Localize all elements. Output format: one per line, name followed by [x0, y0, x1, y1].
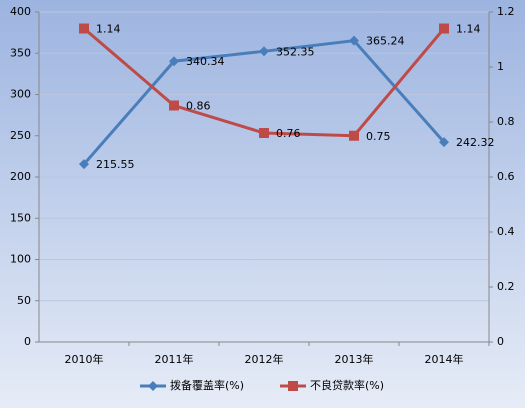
data-label: 352.35 [276, 45, 315, 58]
point [79, 159, 89, 170]
y2-tick-label: 0.6 [497, 170, 515, 183]
legend-marker [288, 381, 298, 391]
x-tick-label: 2010年 [65, 352, 104, 366]
y-tick-label: 300 [10, 88, 31, 101]
legend-label: 不良贷款率(%) [310, 378, 384, 392]
y2-tick-label: 0.2 [497, 280, 515, 293]
y2-tick-label: 0.8 [497, 115, 515, 128]
point [349, 130, 359, 141]
legend-marker [148, 381, 158, 391]
y-tick-label: 100 [10, 253, 31, 266]
point [169, 56, 179, 67]
x-tick-label: 2013年 [335, 352, 374, 366]
point [79, 23, 89, 34]
y-tick-label: 350 [10, 46, 31, 59]
y-tick-label: 50 [17, 294, 31, 307]
point [259, 128, 269, 138]
y-tick-label: 150 [10, 211, 31, 224]
data-label: 0.86 [186, 100, 211, 113]
data-label: 365.24 [366, 35, 405, 48]
point [169, 100, 179, 111]
point [349, 35, 359, 46]
y-tick-label: 250 [10, 129, 31, 142]
y-tick-label: 200 [10, 170, 31, 183]
y2-tick-label: 0 [497, 335, 504, 348]
y2-tick-label: 1 [497, 60, 504, 73]
y2-tick-label: 1.2 [497, 5, 515, 18]
x-tick-label: 2011年 [155, 352, 194, 366]
x-tick-label: 2012年 [245, 352, 284, 366]
data-label: 0.76 [276, 127, 301, 140]
point [439, 23, 449, 34]
data-label: 340.34 [186, 55, 225, 68]
data-label: 1.14 [96, 23, 121, 36]
y-tick-label: 400 [10, 5, 31, 18]
data-label: 1.14 [456, 23, 481, 36]
data-label: 242.32 [456, 136, 495, 149]
x-tick-label: 2014年 [425, 352, 464, 366]
point [259, 46, 269, 57]
data-label: 0.75 [366, 130, 391, 143]
y2-tick-label: 0.4 [497, 225, 515, 238]
point [439, 137, 449, 148]
data-label: 215.55 [96, 158, 135, 171]
y-tick-label: 0 [24, 335, 31, 348]
legend-label: 拨备覆盖率(%) [170, 378, 244, 392]
